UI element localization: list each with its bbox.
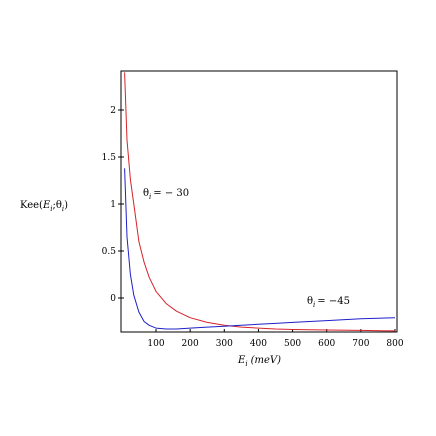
tick-group: 0 0.5 1 1.5 2 100 200 300 400 500 600 700 800 xyxy=(102,71,404,349)
y-tick-label: 1 xyxy=(110,200,116,210)
y-tick-label: 1.5 xyxy=(102,153,117,163)
series-line-0 xyxy=(124,72,396,332)
x-tick-label: 100 xyxy=(147,339,164,349)
x-axis-label: Ei (meV) xyxy=(237,355,281,368)
x-tick-label: 400 xyxy=(250,339,267,349)
y-tick-label: 0 xyxy=(110,294,116,304)
x-tick-label: 800 xyxy=(386,339,403,349)
x-tick-label: 500 xyxy=(284,339,301,349)
y-tick-label: 0.5 xyxy=(102,247,117,257)
y-axis-label: Kee(Ei;θi) xyxy=(20,200,68,213)
series-group xyxy=(124,72,396,332)
x-tick-label: 200 xyxy=(182,339,199,349)
y-tick-label: 2 xyxy=(110,106,116,116)
x-tick-label: 300 xyxy=(216,339,233,349)
series-line-1 xyxy=(124,168,396,330)
plot-frame xyxy=(120,70,398,333)
annotation-theta-minus-45: θi = −45 xyxy=(307,296,350,309)
x-tick-label: 600 xyxy=(318,339,335,349)
x-tick-label: 700 xyxy=(352,339,369,349)
annotation-theta-minus-30: θi = − 30 xyxy=(143,188,189,201)
